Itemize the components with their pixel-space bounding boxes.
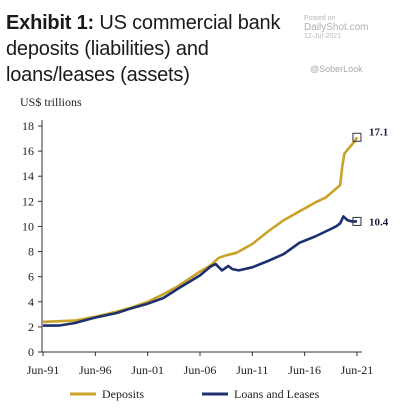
chart-title-text: US commercial bank deposits (liabilities… bbox=[6, 12, 281, 86]
x-tick-label: Jun-91 bbox=[27, 363, 60, 377]
watermark-handle: @SoberLook bbox=[310, 64, 363, 74]
end-marker-deposits bbox=[352, 132, 362, 142]
y-tick-label: 14 bbox=[22, 169, 34, 183]
watermark-site: DailyShot.com bbox=[304, 22, 369, 33]
watermark-posted-on: Posted on bbox=[304, 15, 336, 22]
watermark: Posted on DailyShot.com 12-Jul-2021 bbox=[304, 14, 368, 41]
y-tick-label: 16 bbox=[22, 144, 34, 158]
end-marker-loans-and-leases bbox=[352, 216, 362, 226]
watermark-date: 12-Jul-2021 bbox=[304, 33, 341, 40]
chart-title: Exhibit 1: US commercial bank deposits (… bbox=[6, 10, 306, 88]
x-tick-label: Jun-11 bbox=[236, 363, 268, 377]
y-tick-label: 10 bbox=[22, 219, 34, 233]
x-tick-label: Jun-21 bbox=[341, 363, 374, 377]
series-line-deposits bbox=[42, 136, 359, 324]
legend-label-deposits: Deposits bbox=[102, 387, 144, 401]
y-tick-label: 2 bbox=[28, 320, 34, 334]
end-value-label-loans-and-leases: 10.4 bbox=[369, 216, 389, 228]
x-tick-label: Jun-16 bbox=[288, 363, 321, 377]
y-tick-label: 18 bbox=[22, 119, 34, 133]
series-line-loans-and-leases bbox=[43, 215, 357, 327]
legend-label-loans-and-leases: Loans and Leases bbox=[234, 387, 320, 401]
y-tick-label: 6 bbox=[28, 270, 34, 284]
x-tick-label: Jun-96 bbox=[79, 363, 112, 377]
end-value-label-deposits: 17.1 bbox=[369, 126, 388, 138]
x-tick-label: Jun-01 bbox=[131, 363, 164, 377]
exhibit-label: Exhibit 1: bbox=[6, 12, 95, 34]
y-tick-label: 0 bbox=[28, 345, 34, 359]
y-tick-label: 4 bbox=[28, 295, 34, 309]
y-axis-unit-label: US$ trillions bbox=[20, 95, 82, 109]
y-tick-label: 12 bbox=[22, 194, 34, 208]
y-tick-label: 8 bbox=[28, 245, 34, 259]
x-tick-label: Jun-06 bbox=[184, 363, 217, 377]
